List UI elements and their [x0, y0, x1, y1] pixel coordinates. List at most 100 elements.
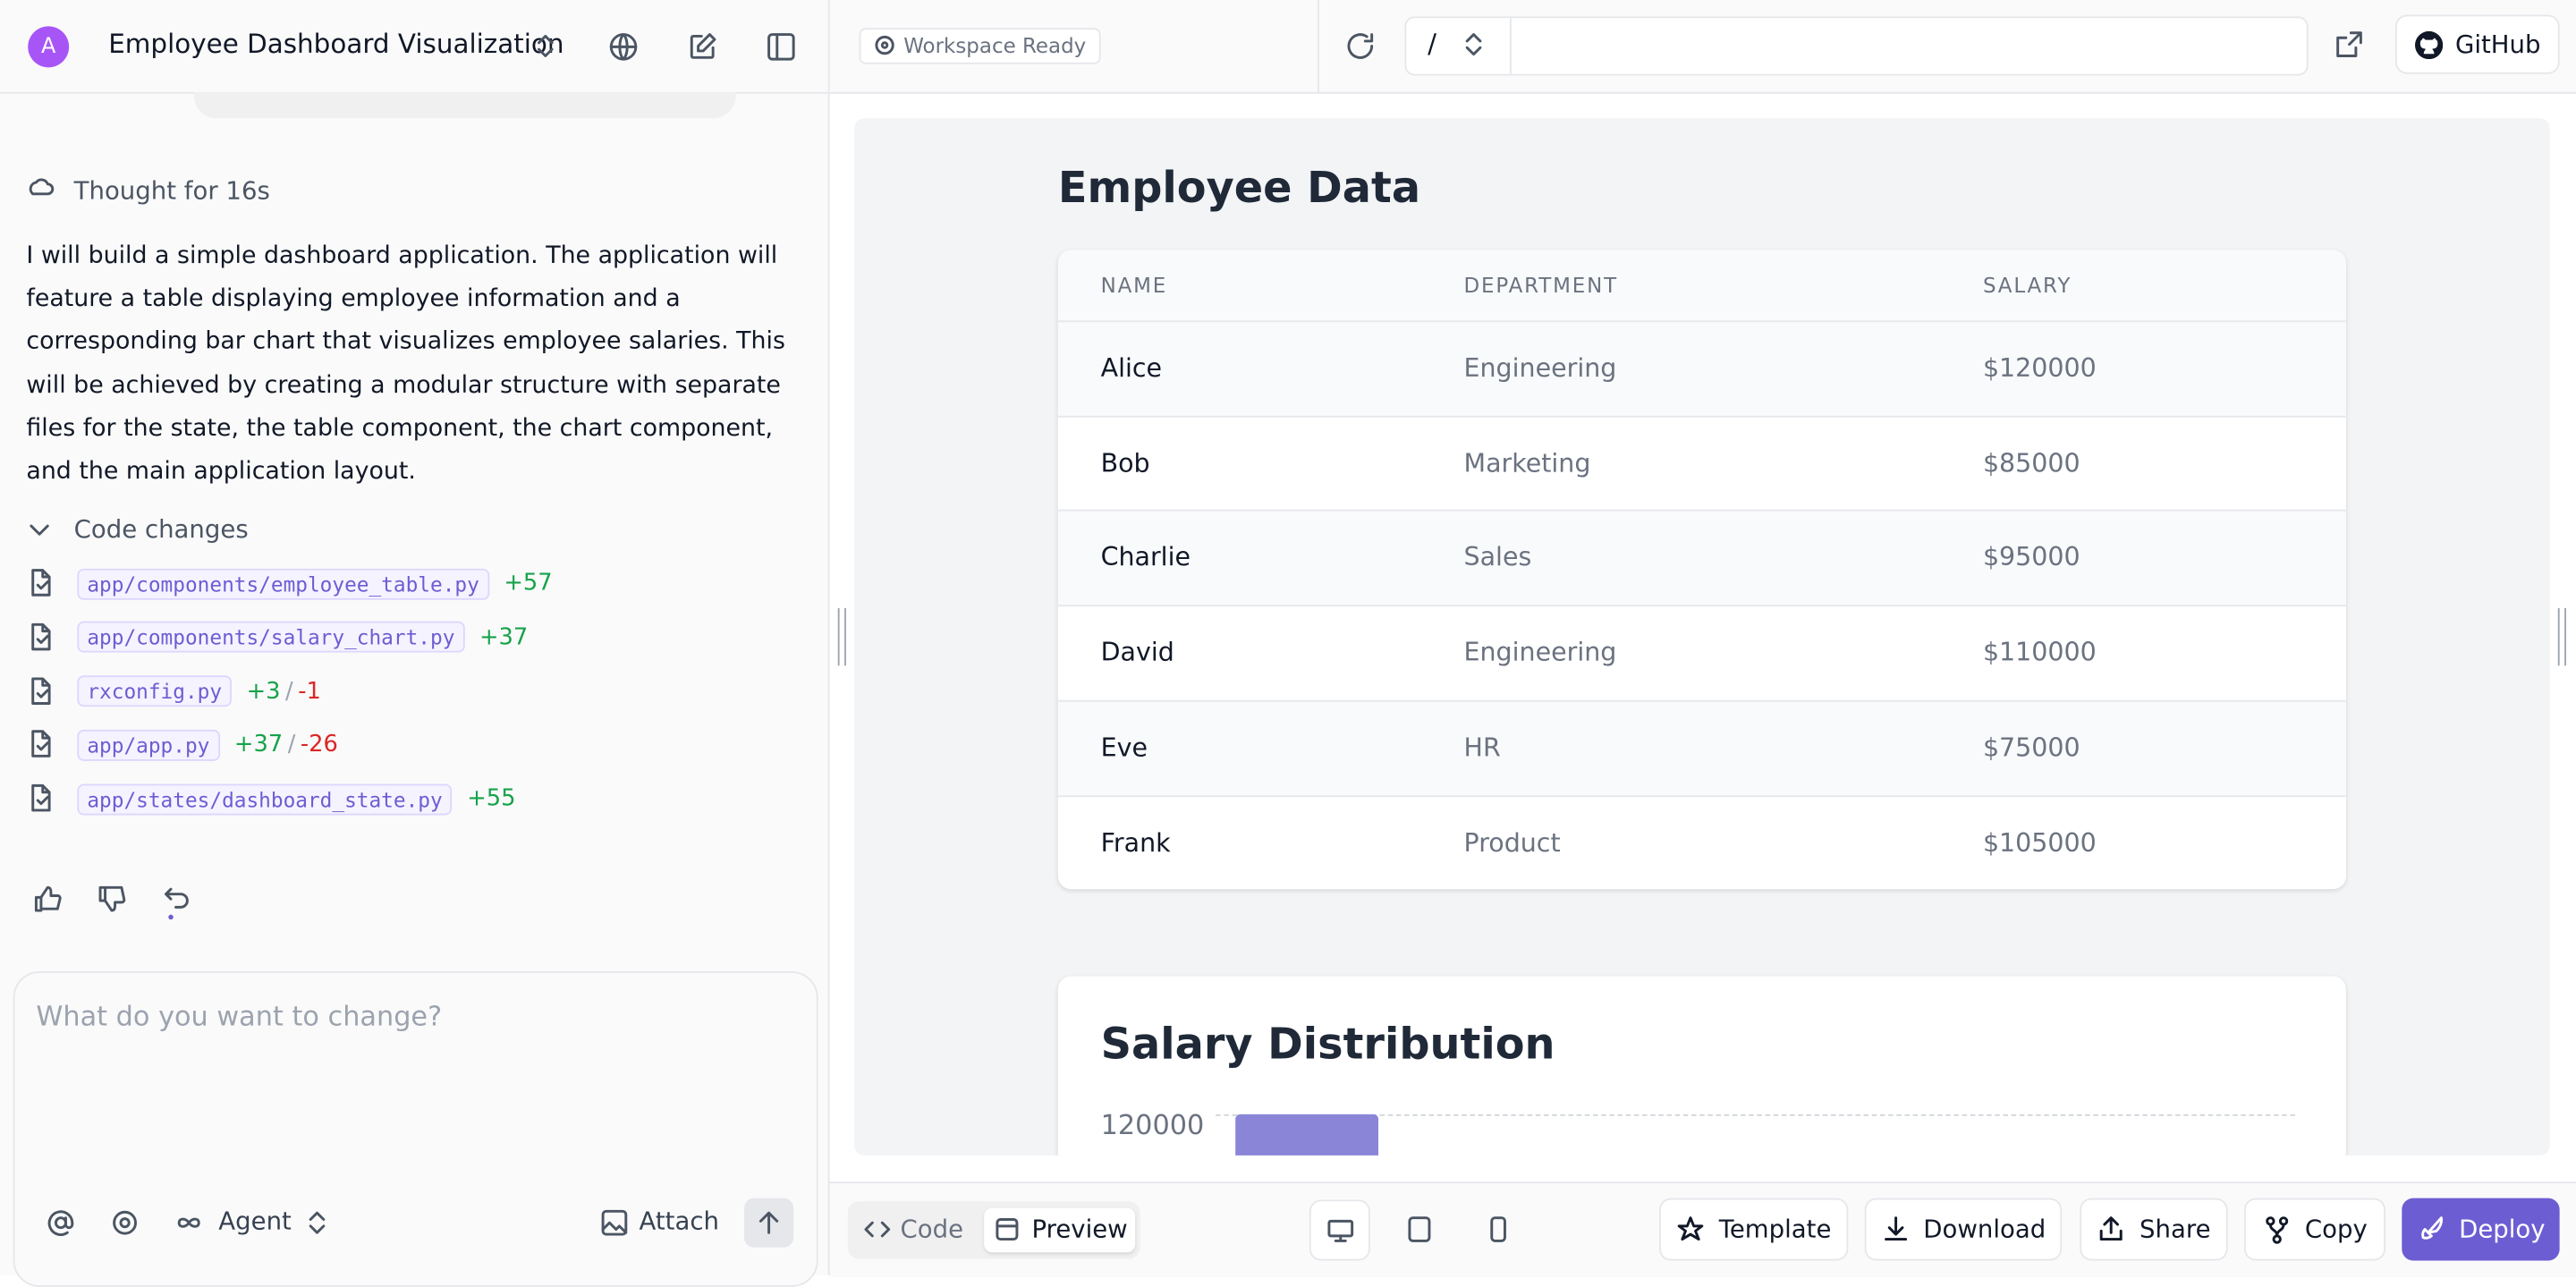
preview-frame: Employee Data NAME DEPARTMENT SALARY Alice E… [854, 118, 2550, 1156]
chat-header [0, 0, 828, 94]
salary: $105000 [1982, 827, 2097, 858]
prompt-input[interactable] [13, 971, 818, 1287]
preview-tab[interactable]: Preview [1031, 1215, 1128, 1245]
file-name[interactable]: rxconfig.py [77, 675, 233, 707]
file-icon [31, 783, 51, 812]
mobile-view[interactable] [1484, 1215, 1513, 1244]
url-bar[interactable] [1404, 16, 2309, 76]
department: HR [1463, 732, 1501, 763]
button-icon[interactable] [2416, 1215, 2445, 1244]
edit-icon[interactable] [687, 31, 718, 63]
action-button[interactable]: Copy [2243, 1198, 2385, 1261]
divider [1318, 0, 1319, 92]
salary-bar [1235, 1113, 1379, 1156]
department: Sales [1463, 543, 1532, 573]
action-button[interactable]: Share [2080, 1198, 2228, 1261]
attach-icon[interactable] [599, 1208, 629, 1238]
table-row: Bob Marketing $85000 [1057, 415, 2346, 511]
thumbs-down[interactable] [97, 885, 126, 914]
button-label[interactable]: Download [1923, 1215, 2046, 1245]
agent-icon[interactable] [174, 1211, 204, 1234]
attach-button[interactable]: Attach [639, 1206, 719, 1236]
send-button[interactable] [744, 1198, 794, 1248]
code-changes-label[interactable]: Code changes [73, 514, 249, 545]
y-tick-label: 120000 [1100, 1109, 1205, 1141]
settings-icon[interactable] [110, 1208, 140, 1238]
employee-name: Eve [1100, 732, 1148, 763]
sidebar-icon[interactable] [766, 31, 797, 63]
employee-name: Charlie [1100, 543, 1191, 573]
chart-card: Salary Distribution 120000 [1057, 976, 2346, 1156]
prompt-placeholder[interactable]: What do you want to change? [36, 1001, 443, 1033]
action-button[interactable]: Template [1659, 1198, 1849, 1261]
salary: $85000 [1982, 448, 2080, 478]
lines-added: +57 [504, 570, 553, 597]
file-change[interactable]: app/states/dashboard_state.py +55 [0, 775, 516, 824]
project-switch-icon[interactable] [532, 31, 558, 61]
lines-added: +55 [467, 785, 516, 812]
route-switch-icon[interactable] [1462, 31, 1486, 57]
salary: $75000 [1982, 732, 2080, 763]
thought-icon [29, 178, 55, 196]
thumbs-up[interactable] [33, 885, 63, 914]
github-label[interactable]: GitHub [2455, 30, 2541, 60]
resize-handle[interactable] [2557, 607, 2566, 666]
chevron-icon[interactable] [28, 520, 51, 543]
file-name[interactable]: app/states/dashboard_state.py [77, 783, 453, 815]
desktop-view[interactable] [1309, 1199, 1370, 1261]
globe-icon[interactable] [608, 31, 640, 63]
button-label[interactable]: Template [1718, 1215, 1832, 1245]
lines-added: +37 [479, 623, 529, 651]
button-icon[interactable] [1676, 1215, 1706, 1244]
action-button[interactable]: Deploy [2402, 1198, 2560, 1261]
lines-added: +3 [246, 678, 281, 705]
thought-label[interactable]: Thought for 16s [73, 175, 270, 206]
refresh-icon[interactable] [1343, 30, 1377, 63]
action-button[interactable]: Download [1864, 1198, 2063, 1261]
project-title[interactable]: Employee Dashboard Visualization [108, 28, 564, 60]
workspace-status: Workspace Ready [859, 28, 1101, 64]
file-change[interactable]: rxconfig.py +3/-1 [0, 666, 321, 715]
previous-message [193, 91, 736, 119]
file-change[interactable]: app/app.py +37/-26 [0, 720, 338, 769]
table-row: Charlie Sales $95000 [1057, 510, 2346, 605]
table-header [1057, 250, 2346, 321]
code-tab[interactable]: Code [900, 1215, 964, 1245]
salary: $120000 [1982, 353, 2097, 384]
table-row: Eve HR $75000 [1057, 699, 2346, 796]
department: Engineering [1463, 353, 1617, 384]
file-name[interactable]: app/components/salary_chart.py [77, 622, 465, 653]
button-icon[interactable] [2097, 1215, 2126, 1244]
lines-removed: -1 [298, 678, 321, 705]
employee-name: Frank [1100, 827, 1171, 858]
button-icon[interactable] [2262, 1215, 2292, 1244]
code-icon[interactable] [864, 1216, 891, 1242]
avatar[interactable]: A [28, 26, 70, 68]
assistant-message: I will build a simple dashboard applicat… [26, 241, 785, 486]
diff-separator: / [287, 732, 296, 758]
resize-handle[interactable] [837, 607, 846, 666]
diff-separator: / [285, 678, 293, 705]
github-button[interactable]: GitHub [2394, 14, 2560, 74]
agent-switch-icon[interactable] [306, 1209, 329, 1235]
button-label[interactable]: Share [2140, 1215, 2211, 1245]
open-external-icon[interactable] [2334, 30, 2364, 59]
undo-icon[interactable] [163, 885, 192, 921]
button-label[interactable]: Copy [2304, 1215, 2368, 1245]
preview-icon[interactable] [994, 1216, 1020, 1242]
file-icon [31, 622, 51, 650]
route-path[interactable]: / [1428, 28, 1437, 60]
button-icon[interactable] [1881, 1215, 1911, 1244]
file-name[interactable]: app/app.py [77, 729, 220, 761]
agent-selector[interactable]: Agent [218, 1206, 292, 1236]
mention-icon[interactable] [46, 1208, 75, 1238]
file-name[interactable]: app/components/employee_table.py [77, 567, 489, 599]
employee-name: David [1100, 638, 1174, 668]
tablet-view[interactable] [1404, 1215, 1434, 1244]
preview-tab-bg[interactable] [984, 1207, 1136, 1253]
button-label[interactable]: Deploy [2459, 1215, 2546, 1245]
file-change[interactable]: app/components/salary_chart.py +37 [0, 613, 528, 662]
file-change[interactable]: app/components/employee_table.py +57 [0, 559, 553, 608]
